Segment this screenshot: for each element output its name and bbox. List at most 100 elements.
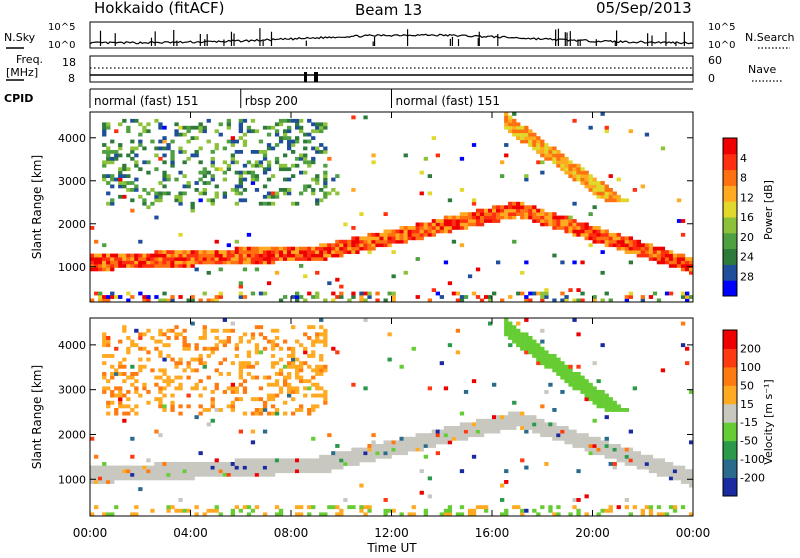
heatmap-cell — [335, 174, 340, 178]
heatmap-cell — [303, 170, 308, 175]
heatmap-cell — [496, 429, 501, 434]
heatmap-cell — [367, 508, 372, 513]
heatmap-cell — [315, 332, 320, 337]
heatmap-cell — [520, 201, 525, 206]
heatmap-cell — [524, 212, 529, 216]
heatmap-cell — [387, 239, 392, 244]
heatmap-cell — [532, 212, 537, 216]
heatmap-cell — [190, 321, 195, 326]
heatmap-cell — [411, 505, 416, 510]
heatmap-cell — [106, 469, 111, 474]
heatmap-cell — [94, 253, 99, 258]
heatmap-cell — [254, 246, 260, 251]
heatmap-cell — [114, 408, 119, 412]
heatmap-cell — [552, 426, 557, 430]
heatmap-cell — [158, 250, 163, 254]
heatmap-cell — [270, 146, 276, 151]
heatmap-cell — [359, 483, 364, 488]
heatmap-cell — [218, 122, 223, 127]
heatmap-cell — [632, 188, 637, 192]
heatmap-cell — [391, 298, 396, 303]
heatmap-cell — [504, 205, 509, 210]
heatmap-cell — [126, 181, 131, 185]
heatmap-cell — [363, 451, 368, 456]
heatmap-cell — [471, 433, 477, 438]
heatmap-cell — [106, 386, 111, 391]
heatmap-cell — [98, 267, 103, 272]
heatmap-cell — [266, 132, 272, 137]
heatmap-cell — [250, 469, 256, 474]
heatmap-cell — [118, 390, 123, 394]
heatmap-cell — [90, 260, 95, 265]
heatmap-cell — [299, 191, 304, 196]
heatmap-cell — [528, 418, 533, 423]
heatmap-cell — [612, 400, 617, 405]
heatmap-cell — [540, 404, 545, 409]
heatmap-cell — [387, 232, 392, 237]
heatmap-cell — [648, 458, 654, 463]
heatmap-cell — [291, 386, 296, 391]
heatmap-cell — [230, 257, 235, 261]
heatmap-cell — [419, 222, 424, 227]
heatmap-cell — [540, 328, 545, 333]
heatmap-cell — [102, 361, 107, 366]
heatmap-cell — [608, 404, 613, 409]
heatmap-cell — [431, 226, 436, 230]
heatmap-cell — [375, 298, 380, 303]
heatmap-cell — [323, 397, 328, 402]
heatmap-cell — [270, 253, 276, 258]
heatmap-cell — [689, 469, 694, 474]
heatmap-cell — [347, 451, 352, 456]
heatmap-cell — [214, 194, 219, 199]
heatmap-cell — [548, 222, 553, 227]
heatmap-cell — [431, 429, 436, 434]
heatmap-cell — [130, 454, 135, 459]
heatmap-cell — [162, 260, 167, 265]
heatmap-cell — [447, 426, 453, 430]
heatmap-cell — [303, 469, 308, 474]
heatmap-cell — [234, 170, 239, 175]
heatmap-cell — [186, 264, 191, 268]
heatmap-cell — [126, 125, 131, 130]
heatmap-cell — [556, 436, 561, 441]
heatmap-cell — [672, 508, 678, 513]
heatmap-cell — [504, 143, 509, 147]
heatmap-cell — [427, 232, 432, 237]
heatmap-cell — [274, 379, 280, 384]
heatmap-cell — [130, 181, 135, 185]
heatmap-cell — [568, 440, 573, 445]
heatmap-cell — [134, 177, 139, 182]
heatmap-cell — [170, 139, 175, 144]
heatmap-cell — [299, 375, 304, 380]
heatmap-cell — [230, 250, 235, 254]
heatmap-cell — [287, 346, 292, 351]
heatmap-cell — [118, 386, 123, 391]
noise-series — [89, 28, 694, 46]
heatmap-cell — [295, 253, 300, 258]
heatmap-cell — [106, 253, 111, 258]
heatmap-cell — [118, 476, 123, 481]
heatmap-cell — [287, 390, 292, 394]
heatmap-cell — [552, 153, 557, 158]
heatmap-cell — [274, 343, 280, 348]
heatmap-cell — [274, 462, 280, 466]
heatmap-cell — [254, 458, 260, 463]
heatmap-cell — [202, 364, 207, 369]
heatmap-cell — [504, 212, 509, 216]
heatmap-cell — [94, 476, 99, 481]
heatmap-cell — [524, 426, 529, 430]
heatmap-cell — [331, 298, 336, 303]
heatmap-cell — [680, 505, 686, 510]
heatmap-cell — [604, 508, 609, 513]
heatmap-cell — [624, 498, 629, 502]
heatmap-cell — [592, 440, 597, 445]
heatmap-cell — [584, 222, 589, 227]
heatmap-cell — [274, 250, 280, 254]
heatmap-cell — [194, 181, 199, 185]
heatmap-cell — [210, 156, 215, 161]
heatmap-cell — [170, 465, 175, 470]
heatmap-cell — [138, 364, 143, 369]
heatmap-cell — [640, 250, 645, 254]
heatmap-cell — [138, 393, 143, 398]
heatmap-cell — [291, 253, 296, 258]
